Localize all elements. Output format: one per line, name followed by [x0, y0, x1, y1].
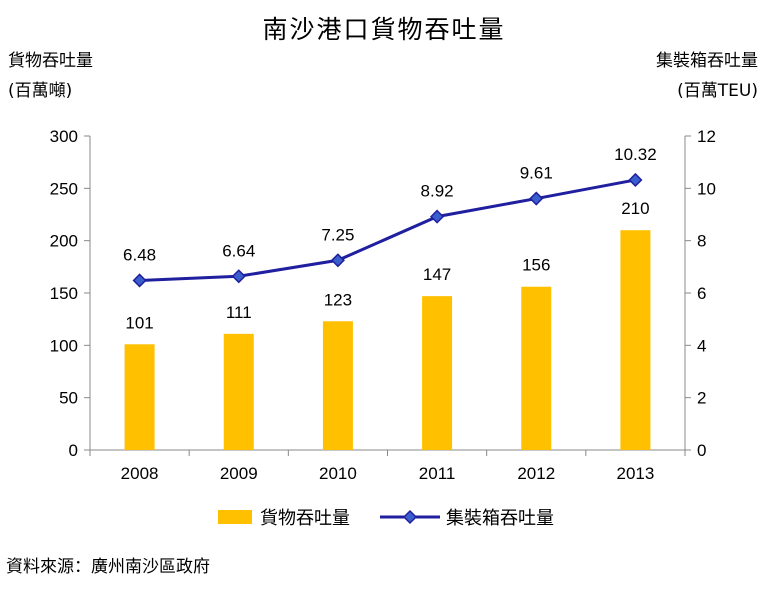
chart-axes: 0 50 100 150 200 250 300 0 2 4 6 8 10 12 2008 2009 2010 2…	[50, 127, 716, 483]
bar	[124, 344, 155, 450]
line-point-marker	[132, 273, 147, 288]
left-tick-label: 200	[50, 232, 78, 251]
right-axis-title: 集裝箱吞吐量 (百萬TEU)	[656, 46, 758, 106]
bar	[223, 333, 254, 450]
left-tick-label: 100	[50, 336, 78, 355]
bar	[422, 296, 453, 450]
legend-line-label: 集裝箱吞吐量	[446, 508, 554, 528]
left-tick-label: 250	[50, 179, 78, 198]
left-tick-label: 150	[50, 284, 78, 303]
line-data-label: 10.32	[614, 145, 657, 164]
line-data-label: 6.64	[222, 241, 255, 260]
line-data-label: 9.61	[520, 164, 553, 183]
right-tick-label: 2	[697, 389, 706, 408]
bar-series: 101 111 123 147 156 210	[124, 199, 651, 450]
left-axis-title-line1: 貨物吞吐量	[8, 51, 93, 71]
bar-data-label: 111	[226, 303, 252, 322]
x-tick-label: 2013	[617, 464, 655, 483]
x-tick-label: 2009	[220, 464, 258, 483]
right-tick-label: 8	[697, 232, 706, 251]
right-axis-title-line1: 集裝箱吞吐量	[656, 51, 758, 71]
x-tick-label: 2008	[121, 464, 159, 483]
chart-title: 南沙港口貨物吞吐量	[262, 15, 506, 44]
left-axis-title-line2: (百萬噸)	[8, 81, 73, 101]
left-tick-label: 0	[69, 441, 78, 460]
line-data-label: 8.92	[421, 182, 454, 201]
left-axis-title: 貨物吞吐量 (百萬噸)	[8, 46, 93, 106]
right-tick-label: 10	[697, 179, 716, 198]
left-tick-label: 300	[50, 127, 78, 146]
bar	[521, 286, 552, 450]
bar	[322, 321, 353, 450]
line-series: 6.48 6.64 7.25 8.92 9.61 10.32	[123, 145, 657, 288]
x-tick-label: 2012	[517, 464, 555, 483]
right-axis-title-line2: (百萬TEU)	[677, 81, 758, 101]
x-tick-label: 2011	[419, 464, 456, 483]
line-data-label: 7.25	[321, 225, 354, 244]
right-tick-label: 12	[697, 127, 716, 146]
bar	[620, 230, 651, 450]
line-point-marker	[529, 191, 544, 206]
right-tick-label: 0	[697, 441, 706, 460]
x-tick-label: 2010	[319, 464, 357, 483]
right-tick-label: 4	[697, 336, 706, 355]
chart-legend: 貨物吞吐量 集裝箱吞吐量	[218, 508, 554, 528]
bar-data-label: 101	[125, 313, 153, 332]
line-point-marker	[231, 269, 246, 284]
bar-data-label: 156	[522, 256, 550, 275]
bar-data-label: 210	[621, 199, 649, 218]
legend-bar-swatch	[218, 510, 252, 524]
legend-line-marker	[402, 509, 418, 525]
bar-data-label: 123	[324, 290, 352, 309]
line-data-label: 6.48	[123, 245, 156, 264]
legend-bar-label: 貨物吞吐量	[260, 508, 350, 528]
source-note: 資料來源：廣州南沙區政府	[6, 557, 210, 577]
line-point-marker	[330, 253, 345, 268]
right-tick-label: 6	[697, 284, 706, 303]
bar-data-label: 147	[423, 265, 451, 284]
left-tick-label: 50	[59, 389, 78, 408]
series-line	[139, 178, 636, 282]
line-point-marker	[430, 209, 445, 224]
line-point-marker	[628, 172, 643, 188]
